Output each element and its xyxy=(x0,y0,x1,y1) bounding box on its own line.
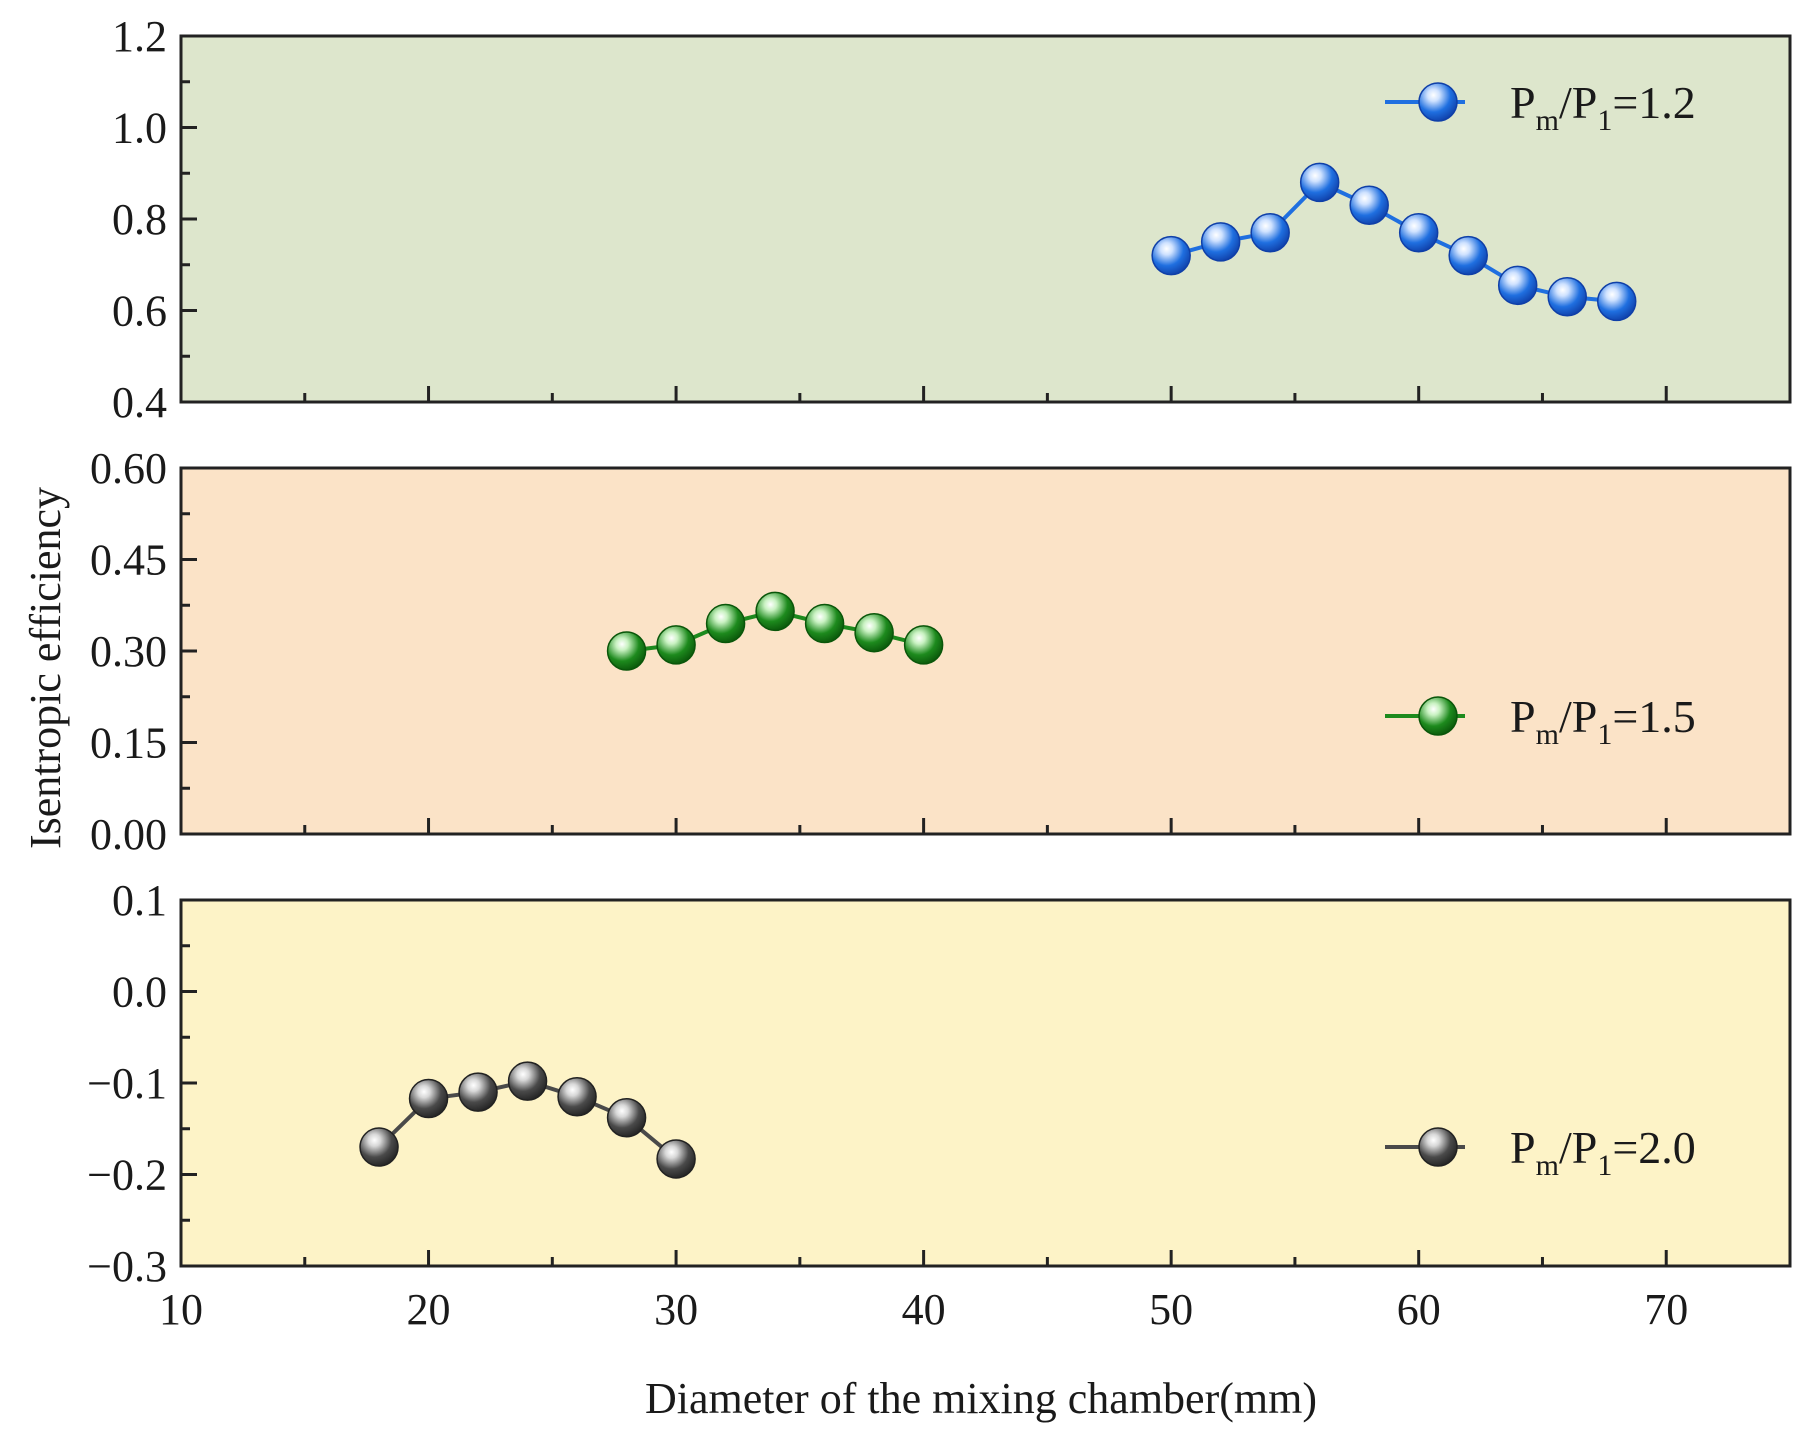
legend: Pm/P1=1.5 xyxy=(1385,691,1696,751)
data-point xyxy=(903,625,944,665)
x-tick-label: 40 xyxy=(902,1285,946,1334)
data-point xyxy=(1448,235,1488,276)
data-point xyxy=(1497,265,1538,306)
legend-label: Pm/P1=2.0 xyxy=(1510,1122,1696,1182)
y-tick-label: 0.00 xyxy=(90,810,167,859)
panel-2: 0.60 0.45 0.30 0.15 0.00 Pm/P1=1.5 xyxy=(90,444,1792,859)
data-point xyxy=(656,1139,696,1179)
x-tick-label: 20 xyxy=(407,1285,451,1334)
y-tick-label: −0.3 xyxy=(87,1242,167,1291)
data-point xyxy=(1200,222,1241,262)
y-tick-label: 0.45 xyxy=(90,536,167,585)
x-tick-label: 30 xyxy=(654,1285,698,1334)
x-tick-label: 10 xyxy=(159,1285,203,1334)
series-line xyxy=(1170,179,1617,304)
plot-background xyxy=(181,900,1790,1266)
y-tick-label: 0.4 xyxy=(112,378,167,427)
legend-label: Pm/P1=1.2 xyxy=(1510,77,1696,137)
data-point xyxy=(705,603,746,644)
data-point xyxy=(458,1072,498,1112)
legend-label: Pm/P1=1.5 xyxy=(1510,691,1696,751)
data-point xyxy=(1596,281,1637,322)
data-point xyxy=(1349,185,1389,226)
data-point xyxy=(606,631,647,671)
data-point xyxy=(804,603,845,644)
plot-background xyxy=(181,36,1790,402)
panel-1: 1.2 1.0 0.8 0.6 0.4 Pm/P1=1.2 xyxy=(112,12,1792,427)
data-point xyxy=(1547,277,1587,317)
data-point xyxy=(854,612,894,653)
data-point xyxy=(1250,212,1290,253)
y-tick-label: 0.1 xyxy=(112,876,167,925)
y-axis-title: Isentropic efficiency xyxy=(21,487,70,849)
y-tick-label: −0.2 xyxy=(87,1151,167,1200)
data-point xyxy=(755,591,795,632)
legend: Pm/P1=1.2 xyxy=(1385,77,1696,137)
x-tick-labels: 10 20 30 40 50 60 70 xyxy=(159,1285,1688,1334)
data-point xyxy=(408,1078,449,1119)
data-point xyxy=(359,1127,399,1167)
plot-background xyxy=(181,468,1790,834)
y-tick-label: 0.30 xyxy=(90,627,167,676)
data-point xyxy=(656,625,696,665)
data-point xyxy=(557,1076,597,1117)
y-tick-label: 0.8 xyxy=(112,195,167,244)
x-axis-title: Diameter of the mixing chamber(mm) xyxy=(645,1374,1317,1423)
y-tick-label: −0.1 xyxy=(87,1059,167,1108)
x-tick-label: 50 xyxy=(1149,1285,1193,1334)
x-tick-label: 60 xyxy=(1397,1285,1441,1334)
data-point xyxy=(507,1061,548,1101)
y-tick-label: 0.6 xyxy=(112,287,167,336)
y-tick-label: 0.0 xyxy=(112,968,167,1017)
panel-3: 0.1 0.0 −0.1 −0.2 −0.3 Pm/P1=2.0 xyxy=(87,876,1792,1291)
y-tick-label: 1.2 xyxy=(112,12,167,61)
legend-marker xyxy=(1418,696,1458,736)
x-tick-label: 70 xyxy=(1644,1285,1688,1334)
data-point xyxy=(606,1098,647,1138)
legend: Pm/P1=2.0 xyxy=(1385,1122,1696,1182)
legend-marker xyxy=(1418,82,1458,122)
data-point xyxy=(1299,162,1340,203)
y-tick-label: 0.60 xyxy=(90,444,167,493)
y-tick-label: 0.15 xyxy=(90,719,167,768)
data-point xyxy=(1398,212,1439,253)
data-point xyxy=(1151,235,1191,276)
y-tick-label: 1.0 xyxy=(112,104,167,153)
legend-marker xyxy=(1418,1127,1458,1167)
